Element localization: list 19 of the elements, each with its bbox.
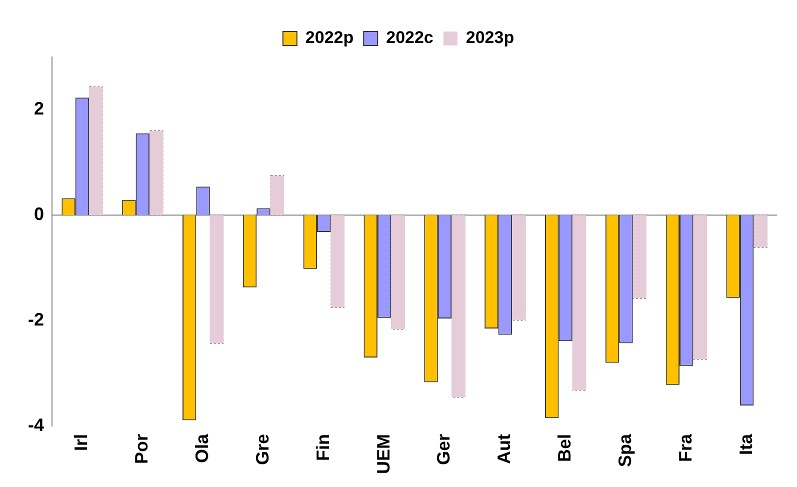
- y-tick-label: -4: [28, 414, 44, 435]
- x-tick-label: Gre: [252, 434, 272, 466]
- x-tick-label: UEM: [373, 434, 394, 474]
- x-tick-label: Por: [132, 434, 152, 464]
- y-tick-label: -2: [28, 310, 44, 330]
- x-tick-label: Irl: [71, 434, 92, 452]
- x-tick-label: Fra: [675, 433, 696, 462]
- x-tick-label: Ger: [434, 434, 454, 466]
- y-tick-label: 2: [34, 98, 44, 119]
- x-tick-label: Bel: [554, 434, 575, 462]
- x-tick-label: Ola: [192, 433, 212, 464]
- x-tick-label: Aut: [494, 434, 514, 464]
- x-tick-label: Ita: [736, 433, 756, 456]
- legend-label: 2023p: [466, 28, 514, 48]
- y-tick-label: 0: [34, 204, 44, 224]
- x-tick-label: Spa: [614, 433, 635, 468]
- legend-label: 2022p: [305, 28, 354, 48]
- x-tick-label: Fin: [312, 434, 333, 461]
- legend-label: 2022c: [386, 28, 434, 48]
